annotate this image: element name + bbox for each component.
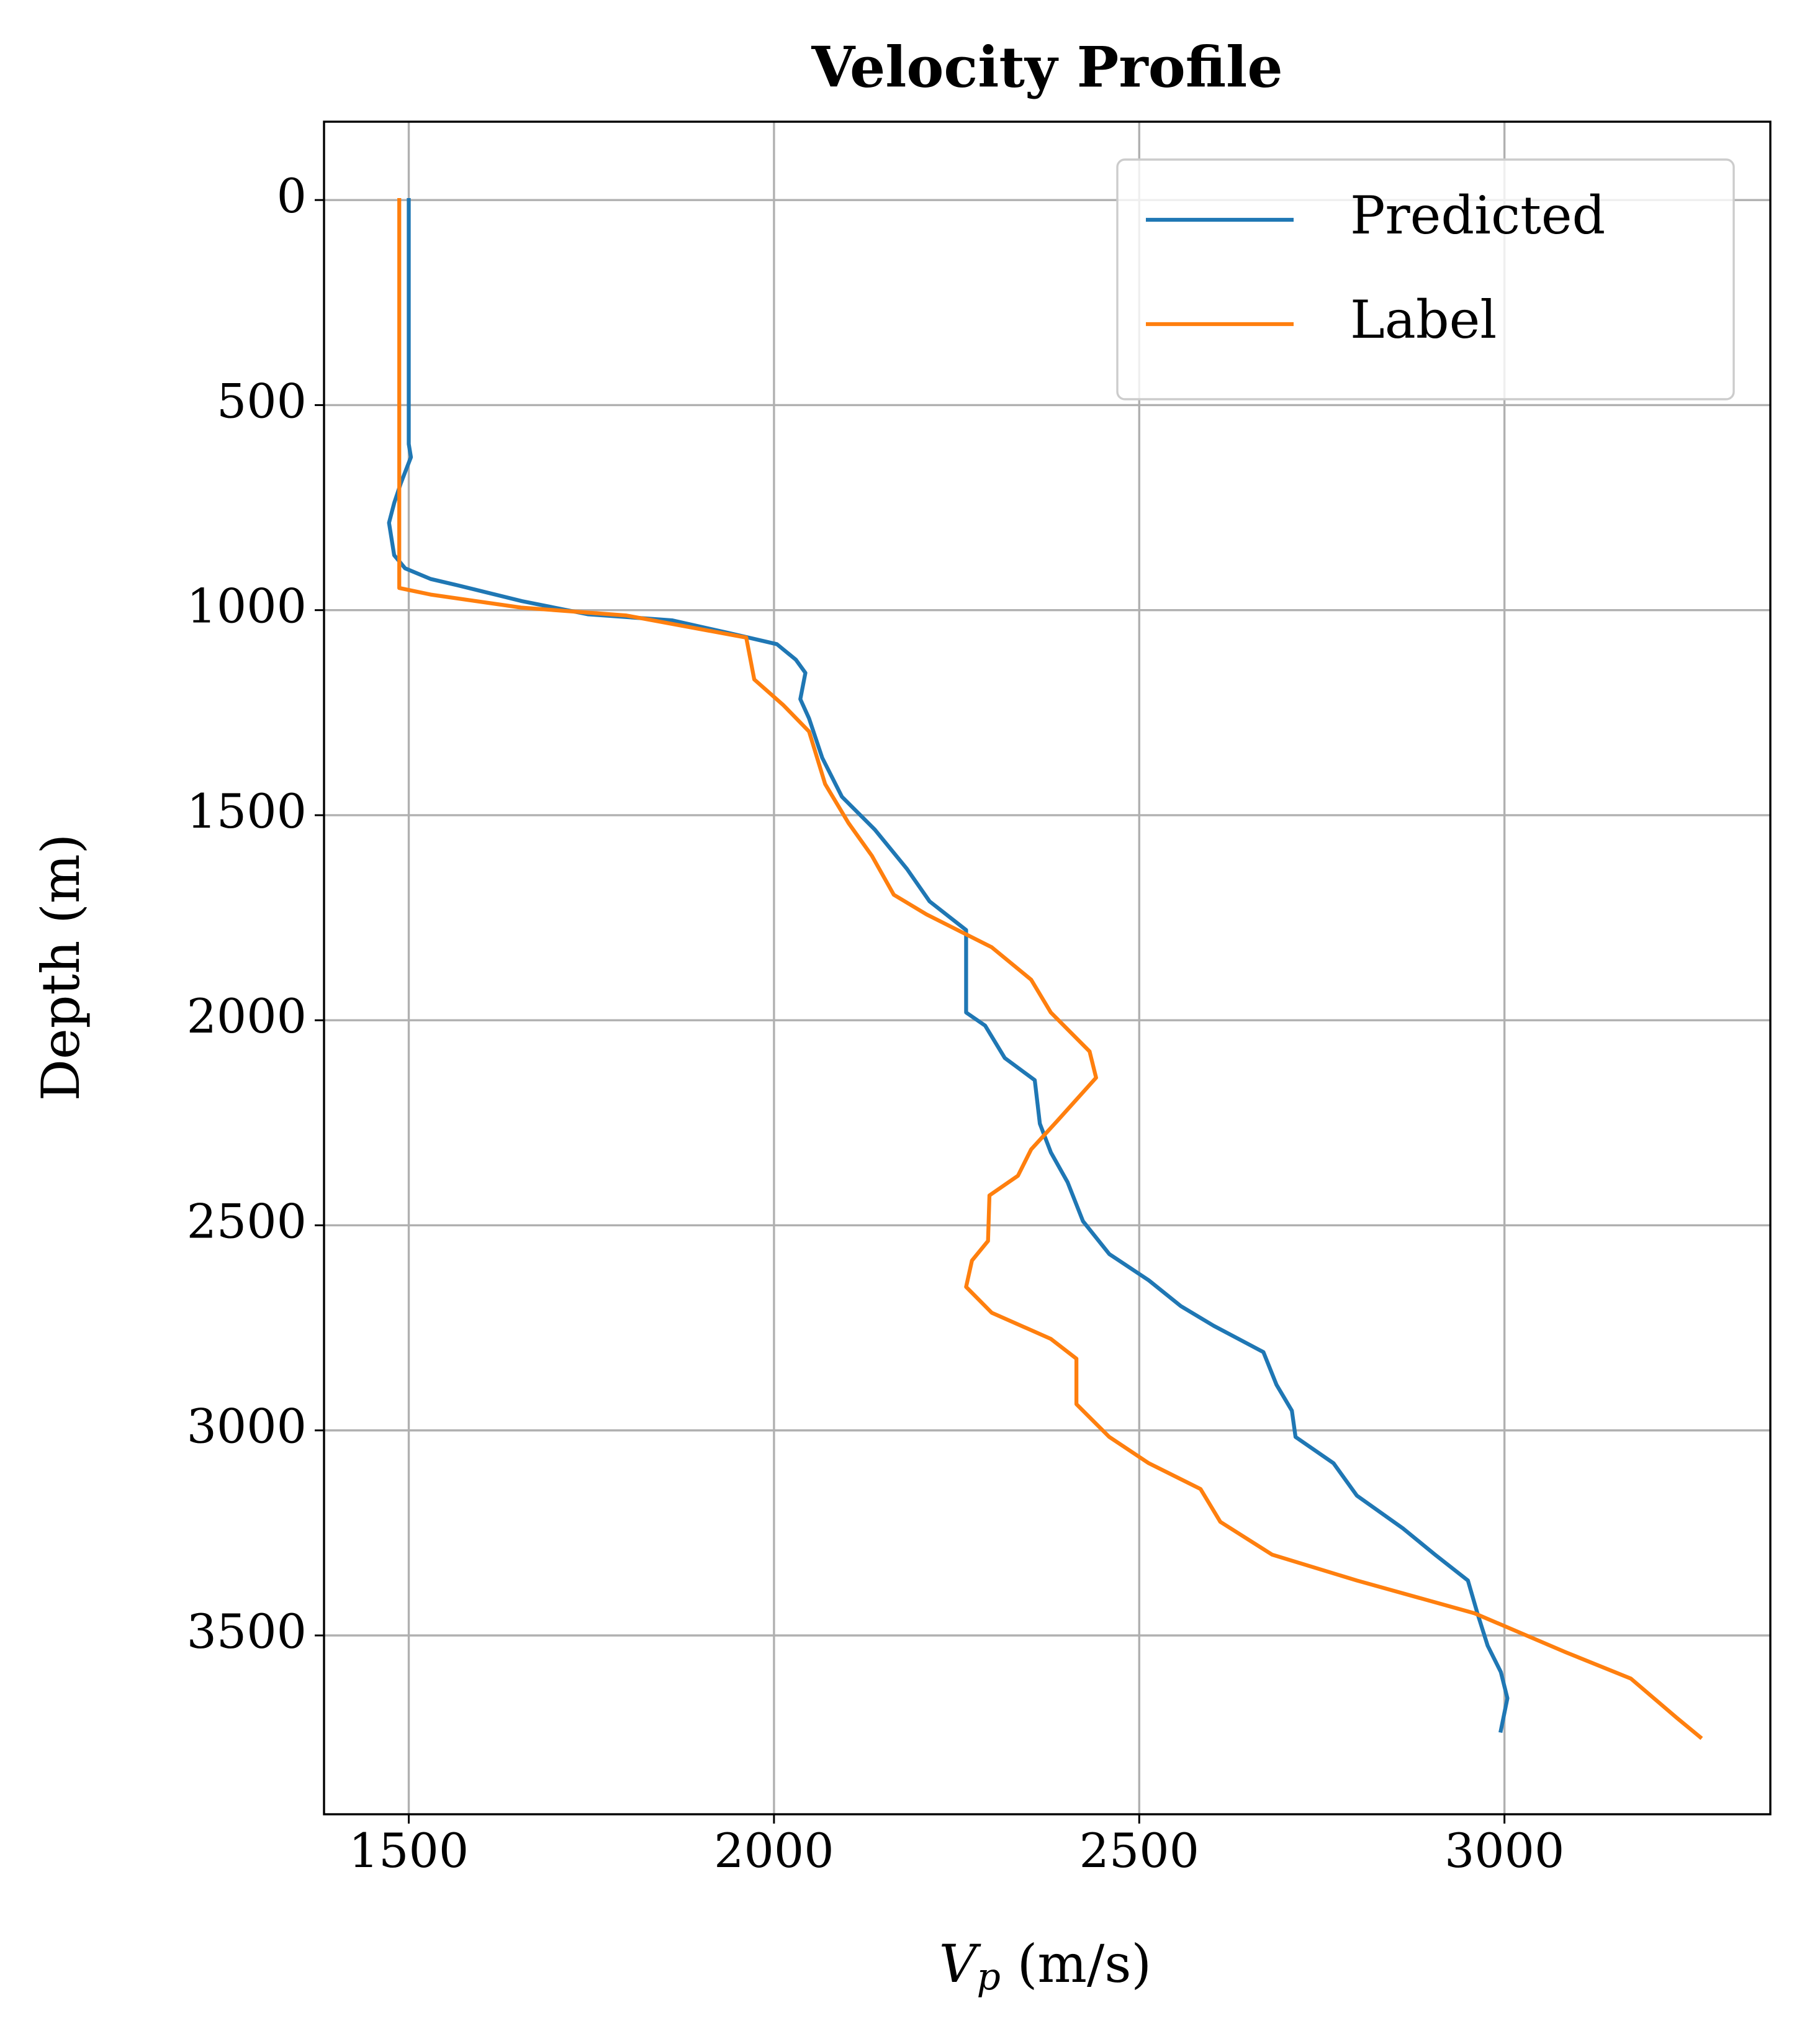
- data-line: [387, 198, 1510, 1734]
- y-tick-label: 2000: [187, 988, 307, 1044]
- legend-label: Label: [1350, 289, 1497, 350]
- x-axis-label: Vp (m/s): [939, 1933, 1151, 1999]
- y-tick-label: 3500: [187, 1604, 307, 1659]
- y-tick-label: 1500: [187, 784, 307, 839]
- data-line: [397, 198, 1703, 1740]
- x-tick-label: 3000: [1444, 1823, 1564, 1878]
- x-tick-label: 2000: [714, 1823, 834, 1878]
- y-tick-label: 1000: [187, 579, 307, 634]
- x-tick-label: 1500: [349, 1823, 469, 1878]
- x-label-symbol: V: [939, 1933, 981, 1994]
- chart-title: Velocity Profile: [811, 35, 1282, 101]
- y-tick-label: 3000: [187, 1399, 307, 1454]
- x-label-unit: (m/s): [1001, 1933, 1151, 1994]
- y-tick-label: 500: [217, 373, 307, 428]
- x-tick-label: 2500: [1079, 1823, 1199, 1878]
- legend-label: Predicted: [1350, 185, 1605, 246]
- y-tick-label: 2500: [187, 1193, 307, 1249]
- x-label-subscript: p: [976, 1955, 1000, 1999]
- plot-frame: [323, 120, 1772, 1816]
- y-axis-label: Depth (m): [30, 834, 91, 1101]
- y-tick-label: 0: [277, 168, 307, 224]
